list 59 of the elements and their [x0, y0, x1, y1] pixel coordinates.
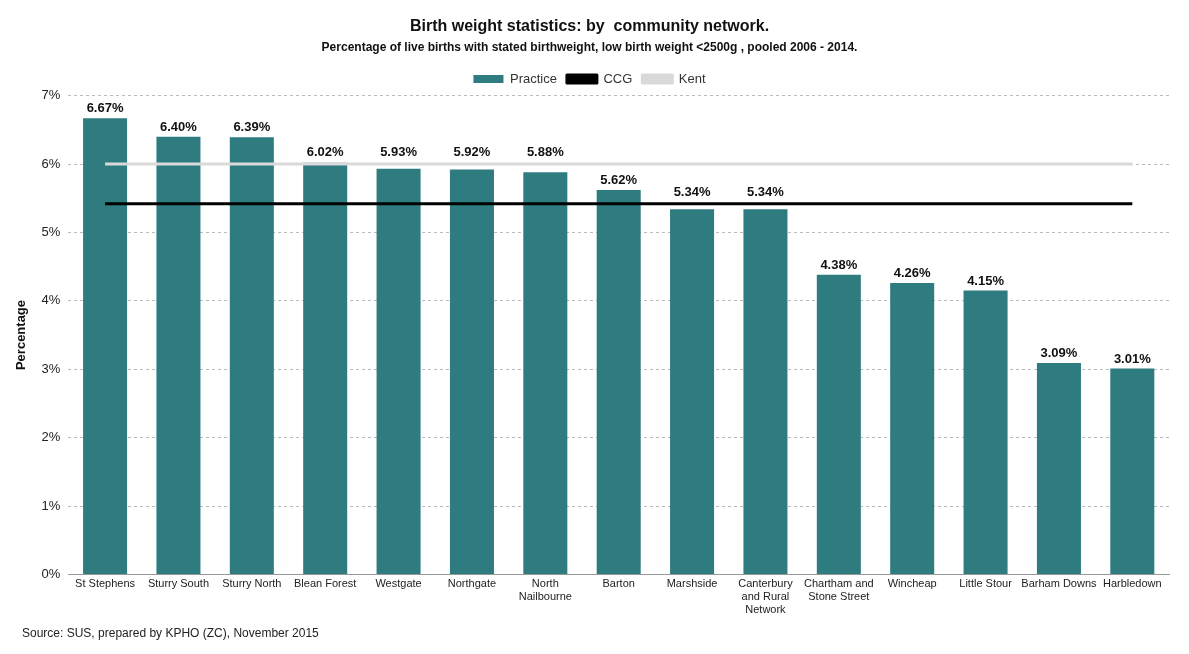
y-tick-label: 0% [41, 565, 61, 581]
bar [229, 137, 274, 574]
chart-title: Birth weight statistics: by community network. [409, 17, 770, 35]
legend-label: CCG [603, 70, 633, 86]
data-label: 4.26% [893, 265, 932, 281]
bar [596, 189, 641, 574]
y-tick-label: 3% [41, 360, 61, 376]
bar [816, 274, 861, 574]
bar [449, 169, 494, 574]
data-label: 6.39% [233, 119, 271, 135]
x-tick-label: Northgate [447, 577, 497, 590]
x-tick-label: Blean Forest [294, 577, 357, 590]
data-label: 5.88% [526, 144, 565, 160]
y-tick-label: 6% [41, 155, 61, 171]
y-axis-title: Percentage [13, 299, 29, 371]
bar [156, 136, 201, 574]
bar [670, 209, 715, 574]
x-tick-label: Sturry South [147, 577, 210, 590]
chart-subtitle: Percentage of live births with stated birthweight, low birth weight <2500g , pooled 2006 - 2014. [321, 39, 858, 54]
y-tick-label: 1% [41, 497, 61, 513]
data-label: 5.62% [600, 172, 638, 188]
x-tick-label: Westgate [375, 577, 422, 590]
bar [1110, 368, 1155, 574]
legend-label: Kent [678, 70, 706, 86]
y-tick-label: 4% [41, 292, 61, 308]
bar [83, 118, 128, 574]
x-tick-label: Canterbury and Rural Network [738, 577, 794, 616]
data-label: 5.34% [747, 183, 785, 199]
source-note: Source: SUS, prepared by KPHO (ZC), November 2015 [22, 626, 319, 640]
data-label: 5.93% [380, 144, 418, 160]
x-tick-label: Harbledown [1102, 577, 1162, 590]
y-tick-label: 2% [41, 429, 61, 445]
x-tick-label: Sturry North [222, 577, 282, 590]
bar [743, 209, 788, 574]
data-label: 4.15% [967, 272, 1005, 288]
x-tick-label: Barton [602, 577, 635, 590]
data-label: 6.40% [160, 118, 198, 134]
x-tick-label: Chartham and Stone Street [803, 577, 874, 603]
data-label: 5.92% [453, 144, 491, 160]
x-tick-label: Wincheap [887, 577, 937, 590]
x-tick-label: North Nailbourne [518, 577, 572, 603]
legend-label: Practice [509, 70, 557, 86]
x-tick-label: St Stephens [75, 577, 136, 590]
data-label: 4.38% [820, 256, 858, 272]
data-label: 6.02% [306, 144, 345, 160]
bar [376, 168, 421, 574]
x-tick-label: Marshside [666, 577, 718, 590]
y-tick-label: 7% [41, 87, 61, 103]
x-tick-label: Little Stour [959, 577, 1013, 590]
bar [963, 290, 1008, 574]
bar [890, 283, 935, 574]
data-label: 3.01% [1113, 350, 1152, 366]
bar [523, 172, 568, 574]
x-tick-label: Barham Downs [1021, 577, 1098, 590]
data-label: 6.67% [86, 100, 124, 116]
bar [1036, 363, 1081, 574]
data-label: 5.34% [673, 183, 711, 199]
data-label: 3.09% [1040, 345, 1078, 361]
y-tick-label: 5% [41, 223, 61, 239]
